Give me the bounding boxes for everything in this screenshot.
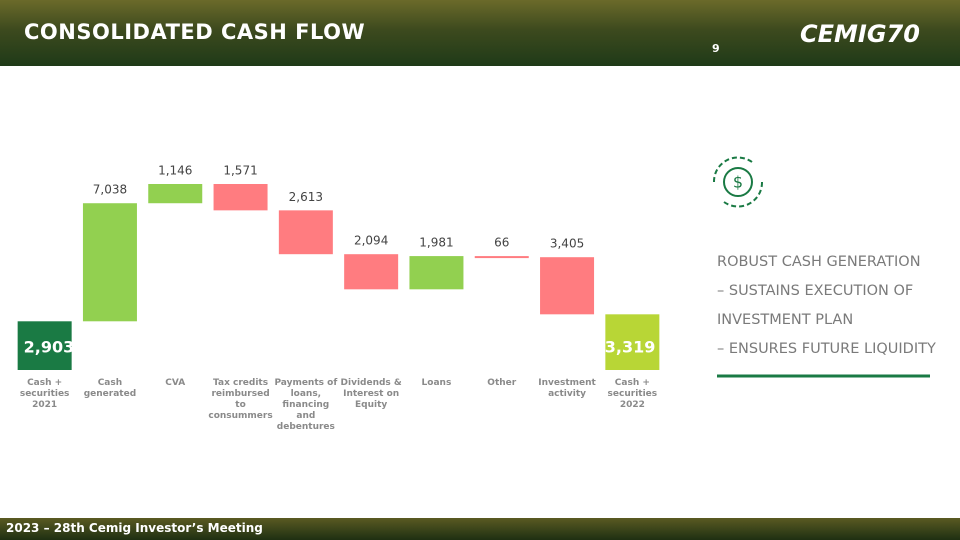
bar (82, 203, 137, 322)
cash-icon: $ (712, 156, 764, 208)
category-label: Tax credits reimbursed to consummers (208, 378, 273, 421)
highlight-text: ROBUST CASH GENERATION (717, 254, 921, 270)
bar (605, 314, 660, 370)
value-label: 3,405 (550, 237, 584, 251)
value-label: 66 (494, 236, 509, 250)
value-label: 1,571 (223, 164, 257, 178)
logo-number: 70 (886, 20, 920, 48)
value-label: 3,319 (605, 338, 656, 357)
value-label: 2,094 (354, 234, 388, 248)
page-number: 9 (712, 42, 720, 55)
bar (278, 210, 333, 255)
header-band (0, 0, 960, 66)
category-label: Investment activity (538, 378, 596, 399)
category-label: Cash + securities 2022 (607, 378, 658, 410)
value-label: 7,038 (93, 183, 127, 197)
category-label: Other (487, 378, 517, 388)
bar (474, 256, 529, 259)
logo: CEMIG70 (800, 20, 920, 48)
category-label: Loans (421, 378, 452, 388)
logo-text: CEMIG (800, 20, 887, 48)
category-label: Payments of loans, financing and debentu… (274, 378, 338, 432)
value-label: 2,613 (289, 190, 323, 204)
bar (540, 257, 595, 315)
svg-text:$: $ (733, 173, 743, 192)
value-label: 2,903 (24, 338, 75, 357)
value-label: 1,146 (158, 164, 192, 178)
category-label: CVA (165, 378, 186, 388)
footer-text: 2023 – 28th Cemig Investor’s Meeting (6, 521, 263, 535)
bar (17, 321, 72, 370)
highlight-text: – ENSURES FUTURE LIQUIDITY (717, 341, 936, 357)
bar (213, 184, 268, 211)
category-label: Cash generated (83, 378, 137, 399)
bar (148, 184, 203, 204)
highlight-text: INVESTMENT PLAN (717, 312, 854, 328)
bar (344, 254, 399, 290)
value-label: 1,981 (419, 236, 453, 250)
footer-band (0, 518, 960, 540)
category-label: Dividends & Interest on Equity (340, 378, 402, 410)
bar (409, 256, 464, 290)
slide-title: CONSOLIDATED CASH FLOW (24, 20, 366, 44)
highlight-text: – SUSTAINS EXECUTION OF (717, 283, 914, 299)
category-label: Cash + securities 2021 (19, 378, 70, 410)
